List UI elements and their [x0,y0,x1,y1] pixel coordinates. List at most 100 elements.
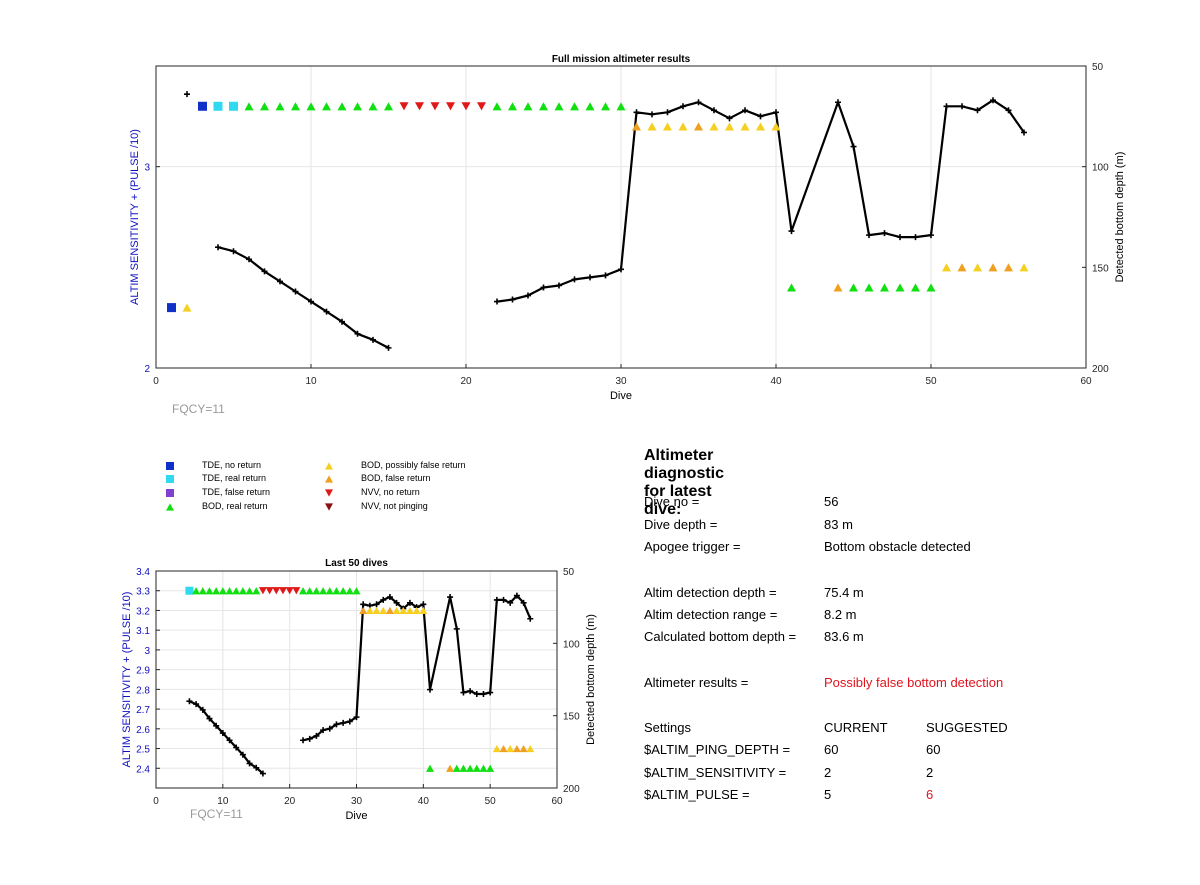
chart-title: Full mission altimeter results [552,54,691,65]
legend-label-bod-false-return: BOD, false return [361,473,431,483]
depth-point [757,113,764,120]
calc-depth-label: Calculated bottom depth = [644,629,797,644]
y2-tick-label: 200 [563,784,580,795]
marker-tde-real-return [213,101,223,111]
marker-bod-false-return [694,122,703,131]
legend-marker-tde-no-return [166,462,174,470]
depth-point [253,764,260,771]
marker-bod-real-return [252,587,261,595]
depth-point [340,719,347,726]
x-axis-label: Dive [610,390,632,402]
marker-bod-real-return [244,102,254,111]
marker-bod-real-return [305,587,314,595]
y-tick-label: 3 [144,163,150,174]
marker-bod-real-return [539,102,548,111]
depth-point [447,594,454,601]
depth-point [664,109,671,116]
marker-bod-possibly-false [942,263,951,272]
ping-depth-label: $ALTIM_PING_DEPTH = [644,742,791,757]
depth-point [385,344,392,351]
legend-label-tde-no-return: TDE, no return [202,460,262,470]
depth-point [420,601,427,608]
chart-full: 0 10 20 30 40 50 60 2 3 50 100 150 200 Full mission a… [129,54,1126,416]
dive-depth-value: 83 m [824,517,853,532]
legend-label-bod-real-return: BOD, real return [202,501,268,511]
depth-point [943,103,950,110]
depth-point [313,732,320,739]
depth-point [897,234,903,241]
x-tick-label: 0 [153,796,159,807]
depth-point [230,248,237,255]
depth-point [323,308,330,315]
marker-tde-real-return [229,101,238,111]
marker-bod-real-return [337,102,347,111]
depth-point [453,625,460,632]
legend-label-nvv-no-return: NVV, no return [361,487,420,497]
sensitivity-row: $ALTIM_SENSITIVITY = 2 2 [644,765,1064,783]
y-tick-label: 3 [144,646,150,657]
depth-point [467,688,474,695]
depth-point [556,282,562,289]
depth-point [974,107,981,114]
depth-point [406,599,413,606]
depth-point [386,594,393,601]
x-tick-label: 40 [770,376,782,387]
legend-marker-nvv-not-pinging [325,503,333,511]
pulse-label: $ALTIM_PULSE = [644,787,750,802]
depth-point [618,266,624,273]
marker-bod-real-return [926,283,936,292]
marker-bod-real-return [849,283,858,292]
depth-point [788,228,795,235]
x-tick-label: 30 [351,796,363,807]
marker-bod-real-return [616,102,626,111]
depth-point [711,107,717,114]
marker-bod-false-return [833,283,843,292]
marker-bod-possibly-false [678,122,688,131]
marker-bod-real-return [523,102,533,111]
legend-label-bod-possibly-false: BOD, possibly false return [361,460,466,470]
marker-bod-false-return [446,764,455,772]
diagnostic-title: Altimeter diagnostic for latest dive: [644,447,725,518]
marker-bod-real-return [864,283,874,292]
depth-point [473,690,480,697]
y2-tick-label: 100 [563,639,580,650]
depth-point [500,596,507,603]
depth-point [959,103,965,110]
depth-point [990,97,996,104]
x-tick-label: 20 [284,796,296,807]
depth-point [427,686,434,693]
results-row: Altimeter results = Possibly false botto… [644,675,1064,693]
marker-bod-possibly-false [182,303,192,312]
marker-bod-possibly-false [372,606,381,615]
x-tick-label: 60 [551,796,563,807]
marker-bod-real-return [426,764,435,772]
depth-point [259,770,266,777]
depth-point [261,268,268,275]
marker-bod-false-return [512,744,521,753]
depth-point [507,599,514,606]
depth-point [587,274,593,281]
depth-line [302,594,532,742]
depth-point [493,596,500,603]
marker-tde-no-return [198,101,207,111]
legend-marker-tde-real-return [166,475,174,483]
apogee-label: Apogee trigger = [644,539,741,554]
marker-bod-real-return [319,587,328,595]
marker-bod-real-return [232,587,241,595]
marker-tde-no-return [167,303,176,313]
marker-bod-real-return [472,764,481,772]
marker-bod-possibly-false [379,606,388,615]
marker-bod-real-return [306,102,316,111]
depth-point [928,232,934,239]
marker-bod-real-return [275,102,285,111]
detect-range-label: Altim detection range = [644,607,778,622]
depth-point [380,596,387,603]
x-tick-label: 40 [418,796,430,807]
settings-label: Settings [644,720,691,735]
marker-bod-real-return [384,102,393,111]
marker-bod-real-return [787,283,796,292]
y2-axis-label: Detected bottom depth (m) [1114,152,1126,283]
depth-point [353,714,360,721]
depth-point [633,109,640,116]
marker-bod-real-return [353,102,362,111]
